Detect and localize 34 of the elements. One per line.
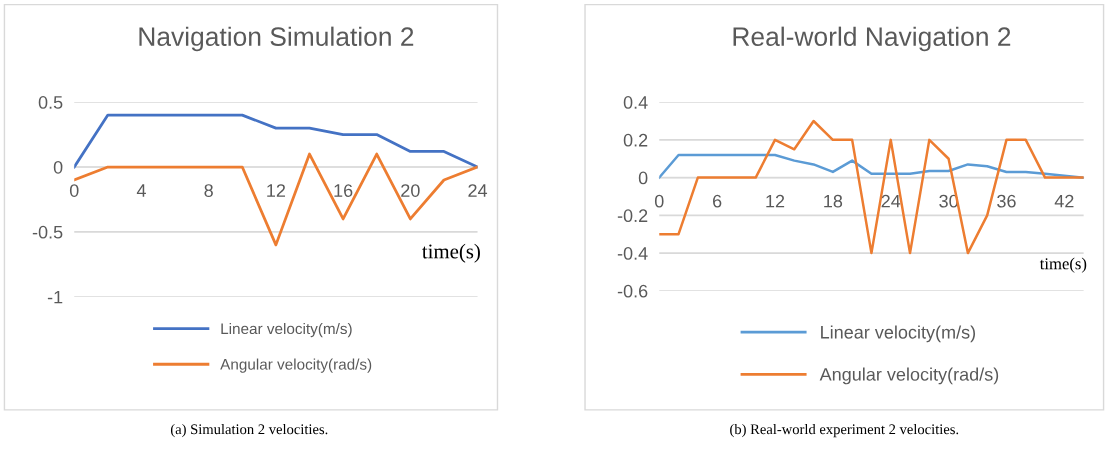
text: (a) Simulation 2 velocities. (170, 423, 328, 438)
x-tick-label: 42 (1054, 194, 1074, 208)
x-tick-label: 4 (136, 184, 146, 197)
x-tick-label: 0 (654, 194, 664, 208)
y-tick-label: -0.4 (617, 247, 648, 260)
line-series (74, 113, 478, 169)
x-tick-label: 8 (204, 184, 213, 197)
legend-label: Linear velocity(m/s) (221, 322, 352, 338)
y-tick-label: 0 (638, 171, 648, 185)
x-tick-label: 36 (997, 194, 1016, 208)
x-tick-label: 12 (766, 194, 785, 208)
y-tick-label: -0.6 (617, 284, 648, 298)
x-tick-label: 0 (69, 184, 79, 197)
chart-title: Navigation Simulation 2 (139, 26, 414, 52)
y-tick-label: -1 (47, 290, 63, 304)
x-tick-label: 6 (713, 194, 722, 208)
y-tick-label: 0.2 (623, 133, 648, 147)
legend-label: Angular velocity(rad/s) (819, 367, 999, 385)
y-tick-label: 0.4 (623, 96, 648, 109)
x-axis-title: time(s) (422, 243, 480, 263)
y-tick-label: 0 (53, 160, 63, 174)
x-tick-label: 16 (334, 184, 353, 197)
y-tick-label: 0.5 (38, 96, 63, 109)
x-axis-title: time(s) (1039, 257, 1087, 273)
x-tick-label: 18 (824, 194, 843, 208)
x-tick-label: 24 (468, 184, 488, 197)
legend-label: Linear velocity(m/s) (821, 325, 976, 343)
text: (b) Real-world experiment 2 velocities. (730, 423, 959, 438)
x-tick-label: 12 (267, 184, 286, 197)
chart-title: Real-world Navigation 2 (733, 26, 1011, 52)
y-tick-label: -0.5 (32, 225, 63, 239)
y-tick-label: -0.2 (617, 209, 648, 223)
x-tick-label: 20 (401, 184, 420, 197)
legend-label: Angular velocity(rad/s) (220, 358, 372, 373)
